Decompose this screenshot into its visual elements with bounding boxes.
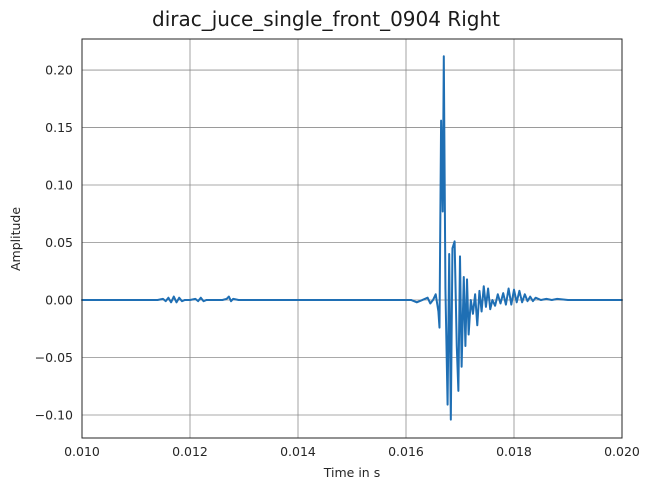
x-tick-label: 0.012 <box>172 444 208 459</box>
x-axis-label: Time in s <box>323 465 380 480</box>
x-axis-ticks: 0.010 0.012 0.014 0.016 0.018 0.020 <box>64 444 640 459</box>
x-tick-label: 0.010 <box>64 444 100 459</box>
plot-area <box>81 55 623 421</box>
series-line <box>81 55 623 421</box>
y-axis-ticks: −0.10 −0.05 0.00 0.05 0.10 0.15 0.20 <box>35 63 73 423</box>
y-tick-label: −0.10 <box>35 408 73 423</box>
y-tick-label: −0.05 <box>35 350 73 365</box>
x-tick-label: 0.014 <box>280 444 316 459</box>
chart-title: dirac_juce_single_front_0904 Right <box>152 7 500 31</box>
grid <box>81 39 623 438</box>
x-tick-label: 0.018 <box>496 444 532 459</box>
x-tick-label: 0.016 <box>388 444 424 459</box>
y-tick-label: 0.00 <box>45 293 73 308</box>
plot-frame <box>81 38 623 439</box>
y-axis-label: Amplitude <box>8 207 23 271</box>
y-tick-label: 0.10 <box>45 178 73 193</box>
y-tick-label: 0.15 <box>45 120 73 135</box>
y-tick-label: 0.05 <box>45 235 73 250</box>
x-tick-label: 0.020 <box>604 444 640 459</box>
y-tick-label: 0.20 <box>45 63 73 78</box>
